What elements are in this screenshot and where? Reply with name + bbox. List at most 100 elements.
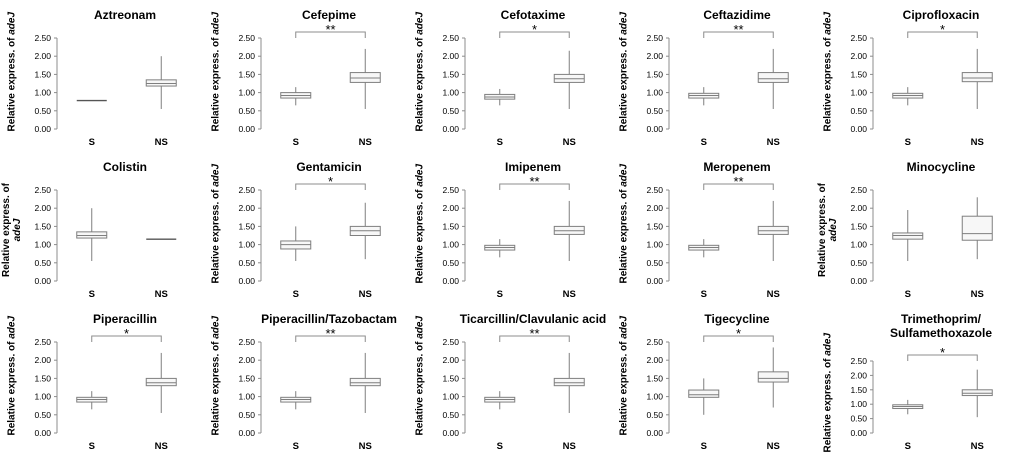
category-label: NS [971,441,984,452]
y-tick-label: 2.50 [34,185,51,195]
category-label: S [905,137,911,148]
box-plot: 0.00 0.50 1.00 1.50 2.00 2.50 S NS * [34,326,177,452]
y-tick-label: 2.00 [646,51,663,61]
y-tick-label: 1.00 [646,88,663,98]
y-tick-label: 1.50 [238,221,255,231]
y-tick-label: 1.00 [34,240,51,250]
y-tick-label: 0.50 [850,106,867,116]
y-tick-label: 1.00 [646,392,663,402]
chart-title: Imipenem [504,160,561,174]
chart-panel: Gentamicin Relative express. of adeJ 0.00 0… [204,152,408,307]
y-tick-label: 2.00 [34,355,51,365]
y-tick-label: 1.50 [238,373,255,383]
y-tick-label: 2.50 [238,337,255,347]
y-tick-label: 2.50 [646,337,663,347]
category-label: S [701,137,707,148]
box-plot: 0.00 0.50 1.00 1.50 2.00 2.50 S NS * [238,174,381,300]
y-tick-label: 1.00 [850,240,867,250]
significance-bracket [907,31,978,38]
significance-label: ** [325,22,335,37]
significance-label: * [940,345,945,360]
y-tick-label: 2.00 [646,355,663,365]
chart-title: Piperacillin [92,312,158,326]
y-tick-label: 1.50 [238,69,255,79]
y-tick-label: 0.00 [442,276,459,286]
y-tick-label: 0.50 [34,106,51,116]
box [961,72,993,83]
chart-panel: Piperacillin/Tazobactam Relative express.… [204,304,408,459]
y-tick-label: 2.00 [34,51,51,61]
category-label: NS [563,289,576,300]
y-tick-label: 2.50 [442,337,459,347]
category-label: S [497,289,503,300]
category-label: S [905,441,911,452]
category-label: S [293,137,299,148]
y-tick-label: 2.00 [238,203,255,213]
y-tick-label: 1.50 [646,69,663,79]
y-tick-label: 0.00 [646,124,663,134]
y-tick-label: 0.00 [34,124,51,134]
chart-title: Colistin [103,160,147,174]
y-tick-label: 0.00 [850,124,867,134]
chart-panel: Aztreonam Relative express. of adeJ 0.00 0.… [0,0,204,155]
y-tick-label: 2.50 [442,185,459,195]
chart-panel: Tigecycline Relative express. of adeJ 0.00… [612,304,816,459]
box [688,389,720,398]
category-label: NS [971,137,984,148]
y-tick-label: 1.00 [850,399,867,409]
category-label: NS [563,441,576,452]
y-tick-label: 1.00 [646,240,663,250]
category-label: S [89,289,95,300]
category-label: S [89,137,95,148]
significance-bracket [907,354,978,361]
box-plot: 0.00 0.50 1.00 1.50 2.00 2.50 S NS ** [646,174,789,300]
y-tick-label: 1.50 [850,221,867,231]
y-tick-label: 1.50 [442,221,459,231]
y-tick-label: 0.00 [850,276,867,286]
y-tick-label: 1.00 [34,88,51,98]
y-tick-label: 2.50 [646,33,663,43]
y-tick-label: 0.50 [442,410,459,420]
y-tick-label: 2.50 [442,33,459,43]
y-tick-label: 2.00 [34,203,51,213]
box [892,232,924,240]
y-tick-label: 0.00 [238,276,255,286]
y-tick-label: 2.00 [238,51,255,61]
y-tick-label: 0.00 [34,428,51,438]
y-tick-label: 1.50 [850,69,867,79]
chart-panel: Ticarcillin/Clavulanic acid Relative expr… [408,304,612,459]
significance-bracket [91,335,162,342]
chart-title: Cefotaxime [500,8,566,22]
significance-bracket [703,335,774,342]
y-tick-label: 2.00 [442,51,459,61]
y-tick-label: 2.50 [646,185,663,195]
category-label: NS [767,289,780,300]
box-plot: 0.00 0.50 1.00 1.50 2.00 2.50 S NS * [850,22,993,148]
y-tick-label: 1.00 [238,88,255,98]
chart-panel: Ceftazidime Relative express. of adeJ 0.00… [612,0,816,155]
significance-bracket [295,31,366,38]
chart-panel: Colistin Relative express. of adeJ 0.00 0.5… [0,152,204,307]
y-tick-label: 2.50 [238,33,255,43]
y-tick-label: 0.50 [34,410,51,420]
y-tick-label: 2.00 [238,355,255,365]
category-label: NS [155,137,168,148]
box-plot: 0.00 0.50 1.00 1.50 2.00 2.50 S NS ** [442,326,585,452]
y-tick-label: 0.50 [238,258,255,268]
box [961,215,993,241]
significance-label: * [328,174,333,189]
box-plot: 0.00 0.50 1.00 1.50 2.00 2.50 S NS * [646,326,789,452]
box-plot: 0.00 0.50 1.00 1.50 2.00 2.50 S NS [34,185,177,300]
box [145,377,177,387]
y-tick-label: 2.50 [34,33,51,43]
chart-panel: Trimethoprim/ Sulfamethoxazole Relative e… [816,304,1020,459]
category-label: S [293,289,299,300]
box [349,377,381,387]
box-plot: 0.00 0.50 1.00 1.50 2.00 2.50 S NS * [850,345,993,452]
box [757,371,789,383]
significance-label: * [940,22,945,37]
chart-title: Ceftazidime [703,8,771,22]
y-tick-label: 1.00 [850,88,867,98]
category-label: NS [767,441,780,452]
